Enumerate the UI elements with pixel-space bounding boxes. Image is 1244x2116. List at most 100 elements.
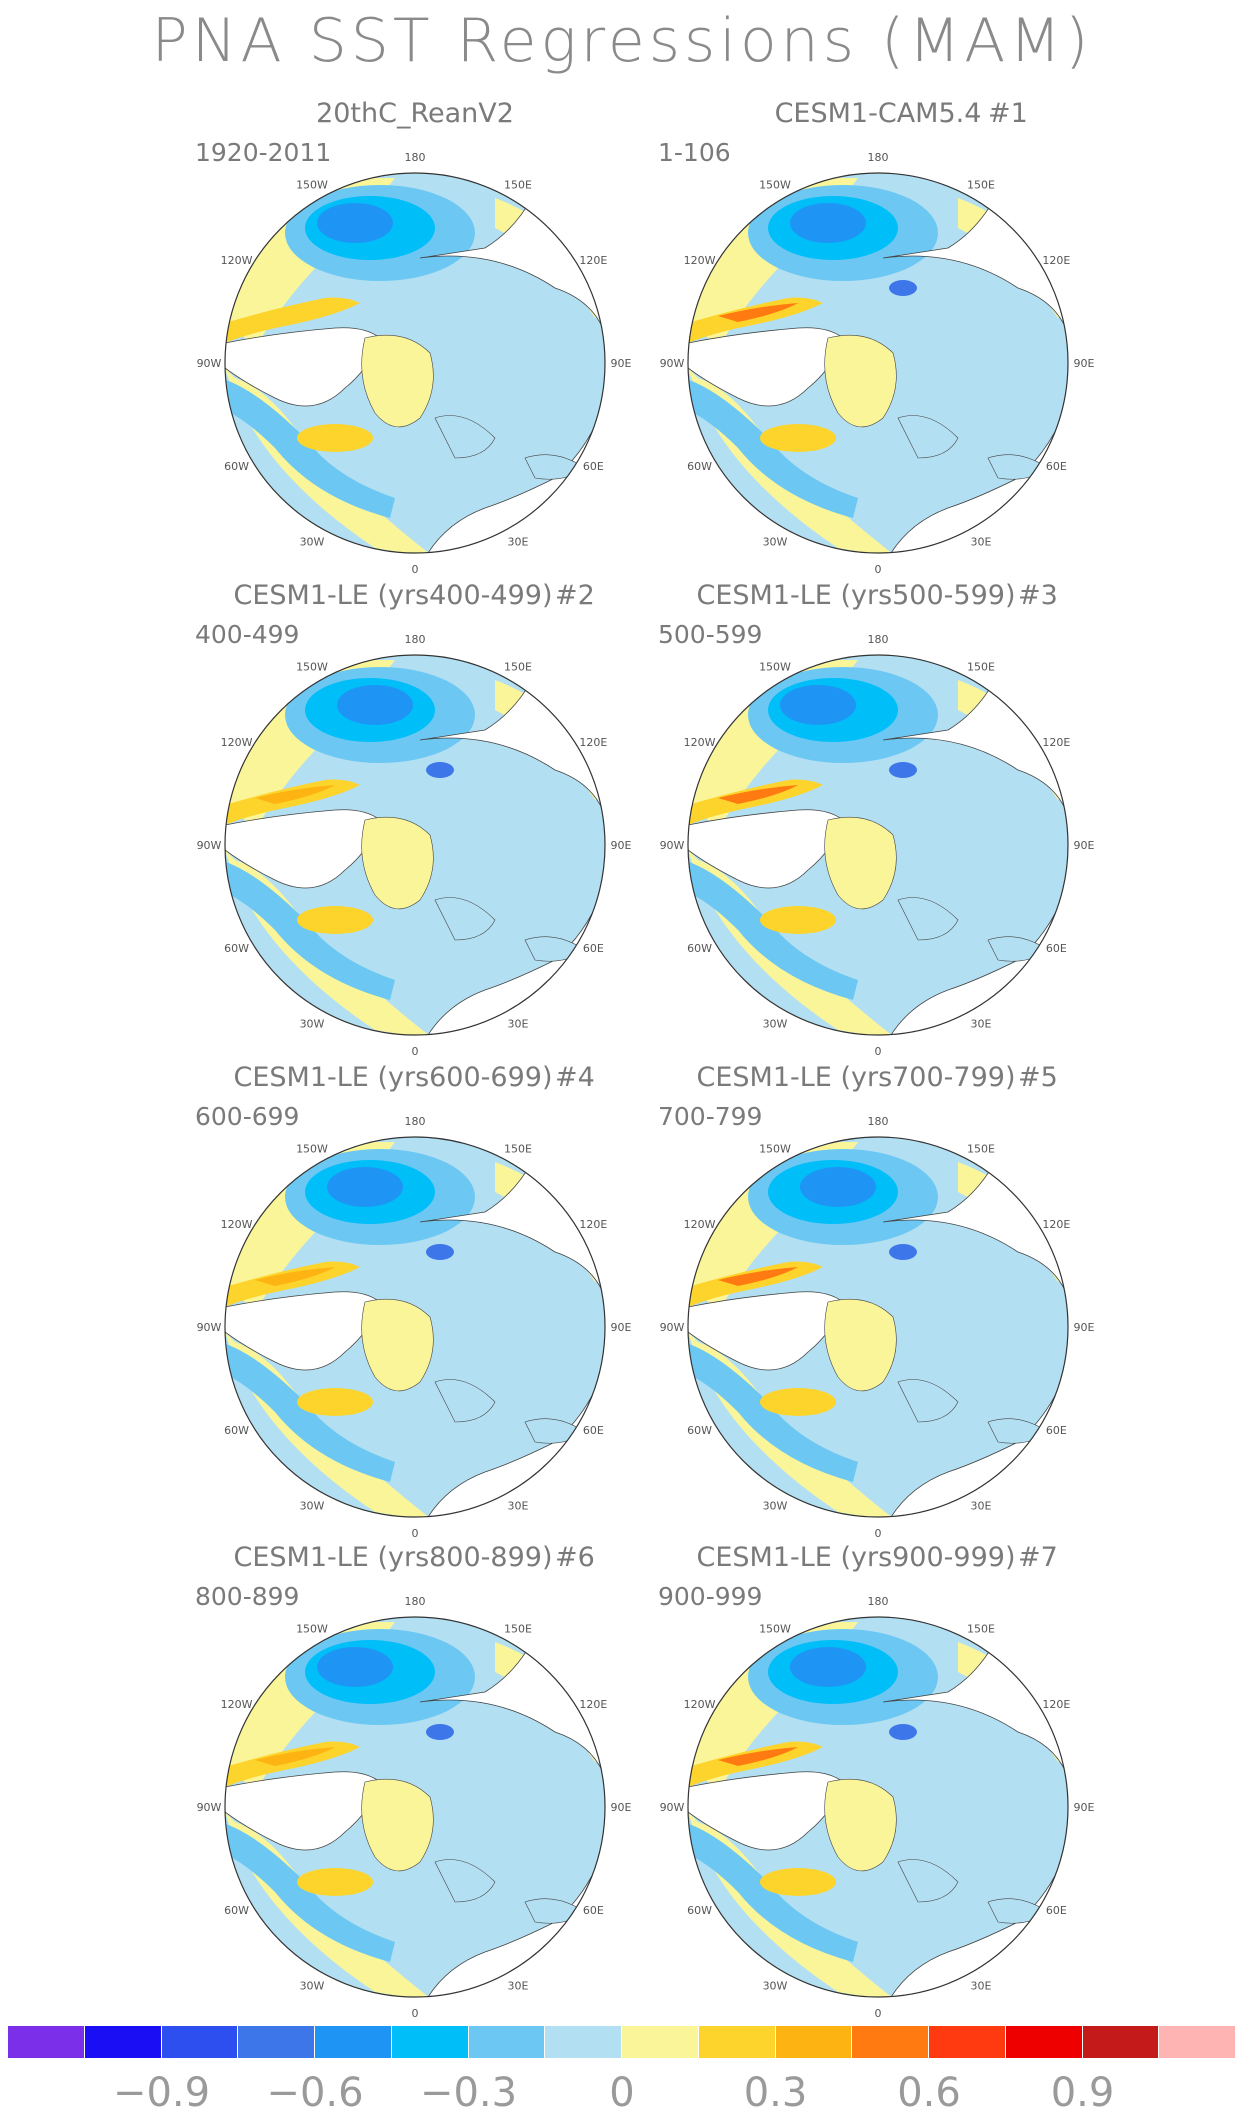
longitude-label: 150W <box>759 661 791 674</box>
longitude-label: 60W <box>687 1424 712 1437</box>
panel-years: 1-106 <box>658 138 731 167</box>
longitude-label: 150E <box>967 1143 995 1156</box>
warm-band <box>688 779 823 825</box>
longitude-label: 120W <box>684 1698 716 1711</box>
warm-band <box>688 297 823 343</box>
panel-years: 600-699 <box>195 1102 300 1131</box>
warm-core <box>718 303 798 322</box>
negative-anomaly-core <box>889 280 917 296</box>
negative-anomaly-core <box>790 1647 866 1687</box>
longitude-label: 0 <box>412 1527 419 1540</box>
longitude-label: 90E <box>1074 1321 1095 1334</box>
map-boundary <box>224 1616 606 1998</box>
positive-anomaly <box>760 424 836 452</box>
longitude-label: 90W <box>660 839 685 852</box>
panel-years: 500-599 <box>658 620 763 649</box>
longitude-label: 120E <box>1042 254 1070 267</box>
colorbar-swatch <box>929 2026 1006 2058</box>
longitude-label: 60W <box>687 460 712 473</box>
longitude-label: 60W <box>687 942 712 955</box>
map-panel-2: CESM1-CAM5.4 #1 1-106 180 150E 120E 90E 60E 3… <box>658 98 1218 576</box>
longitude-label: 150W <box>296 179 328 192</box>
longitude-label: 30E <box>971 535 992 548</box>
colorbar-swatch <box>775 2026 853 2058</box>
longitude-label: 60E <box>583 942 604 955</box>
panel-number: #3 <box>1018 580 1058 611</box>
longitude-label: 0 <box>412 1045 419 1058</box>
map-panel-4: CESM1-LE (yrs500-599) #3 500-599 180 150E… <box>658 580 1218 1058</box>
negative-anomaly <box>225 1822 395 1962</box>
arctic-ocean <box>361 816 434 910</box>
longitude-label: 90E <box>1074 357 1095 370</box>
panel-number: #2 <box>555 580 595 611</box>
longitude-label: 30W <box>763 1499 788 1512</box>
longitude-label: 180 <box>868 151 889 164</box>
colorbar <box>8 2026 1236 2058</box>
negative-anomaly-core <box>337 685 413 725</box>
positive-anomaly <box>760 1388 836 1416</box>
arctic-ocean <box>824 1778 897 1872</box>
warm-band <box>688 1741 823 1787</box>
longitude-label: 150E <box>504 1623 532 1636</box>
warm-core <box>718 1747 798 1766</box>
negative-anomaly-core <box>889 1724 917 1740</box>
longitude-label: 30E <box>971 1979 992 1992</box>
colorbar-label: 0.3 <box>743 2070 808 2116</box>
positive-anomaly <box>297 1868 373 1896</box>
longitude-label: 30E <box>508 1979 529 1992</box>
colorbar-label: 0.9 <box>1050 2070 1115 2116</box>
arctic-ocean <box>361 1778 434 1872</box>
map-boundary <box>224 654 606 1036</box>
longitude-label: 30W <box>300 1979 325 1992</box>
longitude-label: 120W <box>684 254 716 267</box>
figure-title: PNA SST Regressions (MAM) <box>151 6 1093 76</box>
longitude-label: 90E <box>611 839 632 852</box>
longitude-label: 120E <box>1042 736 1070 749</box>
longitude-label: 120E <box>579 1698 607 1711</box>
longitude-label: 150W <box>296 661 328 674</box>
positive-anomaly <box>760 1868 836 1896</box>
baltic-sea <box>434 897 496 941</box>
colorbar-label: −0.9 <box>112 2070 211 2116</box>
longitude-label: 30E <box>971 1499 992 1512</box>
longitude-label: 120W <box>221 736 253 749</box>
colorbar-label: 0.6 <box>897 2070 961 2116</box>
longitude-label: 180 <box>405 151 426 164</box>
panel-title: CESM1-CAM5.4 <box>774 98 982 129</box>
longitude-label: 180 <box>868 633 889 646</box>
longitude-label: 60W <box>224 942 249 955</box>
longitude-label: 120E <box>1042 1218 1070 1231</box>
negative-anomaly-core <box>327 1167 403 1207</box>
negative-anomaly-core <box>780 685 856 725</box>
longitude-label: 30W <box>300 1499 325 1512</box>
longitude-label: 30W <box>300 1017 325 1030</box>
negative-anomaly-core <box>426 1724 454 1740</box>
colorbar-label: −0.6 <box>266 2070 364 2116</box>
baltic-sea <box>434 1379 496 1423</box>
longitude-label: 90W <box>660 1801 685 1814</box>
longitude-label: 120E <box>579 1218 607 1231</box>
longitude-label: 90E <box>611 1321 632 1334</box>
longitude-label: 60W <box>224 1424 249 1437</box>
longitude-label: 0 <box>875 1045 882 1058</box>
longitude-label: 0 <box>875 2007 882 2020</box>
warm-band <box>225 1741 360 1787</box>
panel-number: #7 <box>1018 1542 1058 1573</box>
longitude-label: 90E <box>611 357 632 370</box>
warm-band <box>225 779 360 825</box>
longitude-label: 180 <box>868 1115 889 1128</box>
panel-years: 700-799 <box>658 1102 763 1131</box>
baltic-sea <box>897 897 959 941</box>
map-panel-1: 20thC_ReanV2 1920-2011 180 150E 120E 90E 60E… <box>195 98 755 576</box>
longitude-label: 120E <box>1042 1698 1070 1711</box>
map-boundary <box>687 172 1069 554</box>
positive-anomaly <box>760 906 836 934</box>
negative-anomaly-core <box>800 1167 876 1207</box>
baltic-sea <box>434 1859 496 1903</box>
colorbar-swatch <box>698 2026 776 2058</box>
panel-title: CESM1-LE (yrs700-799) <box>696 1062 1016 1093</box>
negative-anomaly <box>688 1822 858 1962</box>
panel-number: #6 <box>555 1542 595 1573</box>
negative-anomaly-core <box>790 203 866 243</box>
arctic-ocean <box>361 334 434 428</box>
